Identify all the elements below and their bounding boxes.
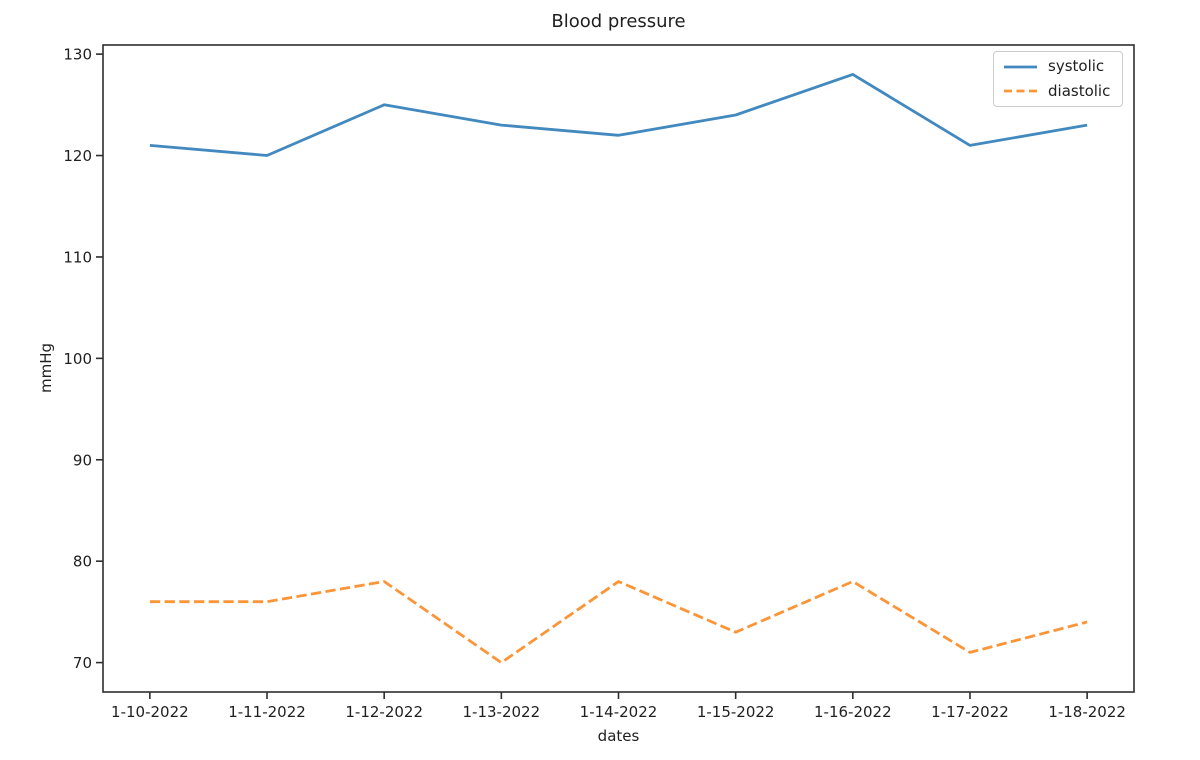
x-axis-label: dates: [597, 727, 640, 745]
axes-frame: [102, 44, 1135, 693]
y-tick-label: 80: [73, 553, 92, 571]
diastolic-line: [149, 580, 1088, 664]
legend-line-sample-diastolic: [1004, 89, 1037, 93]
y-tick-label: 110: [63, 248, 92, 266]
y-tick-label: 100: [63, 350, 92, 368]
x-tick-label: 1-12-2022: [345, 703, 423, 721]
y-tick-label: 90: [73, 451, 92, 469]
legend-item-diastolic: diastolic: [1003, 79, 1113, 103]
y-tick-label: 130: [63, 46, 92, 64]
x-tick-label: 1-10-2022: [111, 703, 189, 721]
chart-title: Blood pressure: [551, 11, 686, 32]
x-tick-label: 1-15-2022: [697, 703, 775, 721]
x-tick-label: 1-17-2022: [931, 703, 1009, 721]
y-axis-label: mmHg: [37, 342, 55, 394]
x-tick-label: 1-18-2022: [1048, 703, 1126, 721]
legend-line-sample-systolic: [1004, 65, 1037, 69]
x-tick-label: 1-11-2022: [228, 703, 306, 721]
systolic-line: [149, 73, 1088, 157]
x-tick-label: 1-14-2022: [580, 703, 658, 721]
legend-label-systolic: systolic: [1048, 57, 1105, 76]
y-tick-label: 120: [63, 147, 92, 165]
x-tick-label: 1-16-2022: [814, 703, 892, 721]
x-tick-label: 1-13-2022: [463, 703, 541, 721]
legend-label-diastolic: diastolic: [1048, 81, 1111, 100]
y-tick-label: 70: [73, 654, 92, 672]
legend: systolic diastolic: [993, 51, 1123, 107]
legend-item-systolic: systolic: [1003, 55, 1113, 79]
